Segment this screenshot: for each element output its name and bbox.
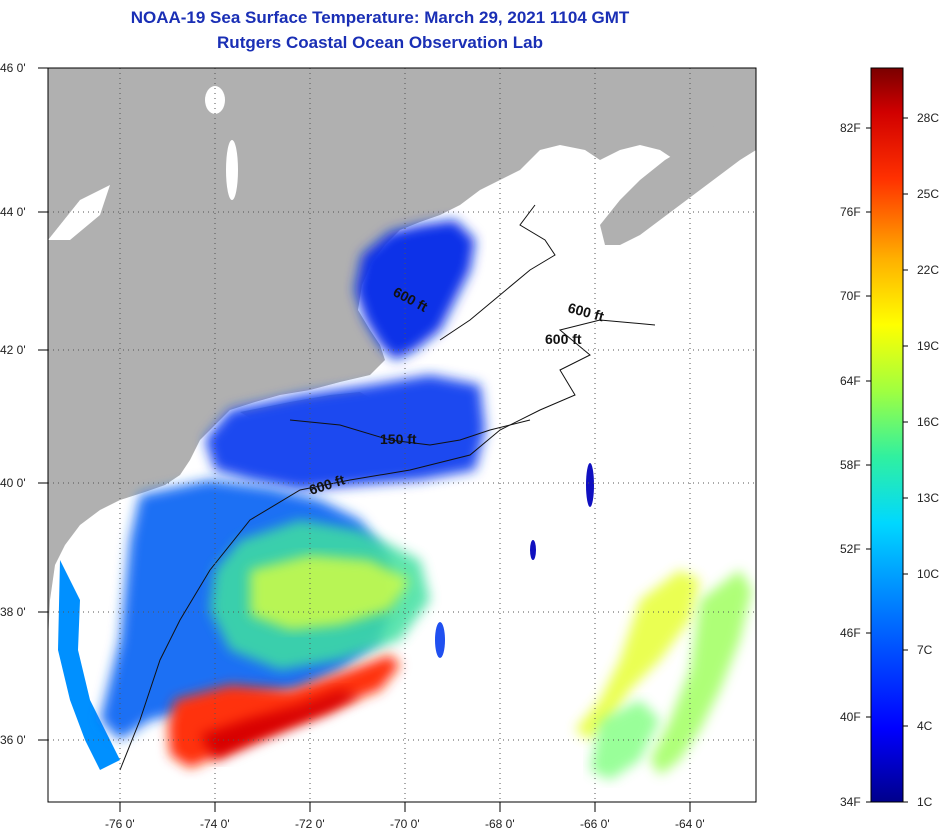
lake-champlain (226, 140, 238, 200)
sst-offshore-east-2 (650, 570, 752, 775)
colorbar-label-c: 7C (917, 643, 933, 657)
colorbar-label-c: 28C (917, 111, 939, 125)
isobath-contour-2 (439, 204, 556, 341)
map-title: NOAA-19 Sea Surface Temperature: March 2… (130, 8, 630, 27)
sst-speck (530, 540, 536, 560)
colorbar-label-c: 13C (917, 491, 939, 505)
lon-label: -72 0' (295, 817, 325, 831)
sst-speck (435, 622, 445, 658)
colorbar-label-f: 40F (840, 710, 861, 724)
lat-label: 40 0' (0, 476, 26, 490)
colorbar-label-c: 25C (917, 187, 939, 201)
contour-label: 150 ft (380, 431, 417, 447)
isobath-contour (119, 319, 656, 771)
land-nova-scotia (600, 105, 756, 245)
lat-label: 38 0' (0, 605, 26, 619)
colorbar-label-c: 16C (917, 415, 939, 429)
map-subtitle: Rutgers Coastal Ocean Observation Lab (217, 33, 543, 52)
tick-marks (38, 67, 691, 812)
colorbar-label-c: 19C (917, 339, 939, 353)
colorbar-label-f: 64F (840, 374, 861, 388)
sst-offshore-se (590, 700, 660, 780)
lat-label: 46 0' (0, 61, 26, 75)
lon-label: -74 0' (200, 817, 230, 831)
colorbar-ticks (866, 117, 908, 803)
isobath-contour-3 (289, 419, 531, 446)
lon-label: -76 0' (105, 817, 135, 831)
sst-gulf-stream-core (200, 690, 360, 760)
lat-label: 44 0' (0, 205, 26, 219)
map-border (47, 67, 757, 803)
land-mainland (48, 68, 756, 802)
lat-label: 36 0' (0, 733, 26, 747)
lake (205, 86, 225, 114)
colorbar-label-c: 1C (917, 795, 933, 809)
contour-label: 600 ft (545, 331, 582, 347)
colorbar-label-c: 10C (917, 567, 939, 581)
colorbar-label-f: 58F (840, 458, 861, 472)
lon-label: -70 0' (390, 817, 420, 831)
colorbar-label-f: 76F (840, 205, 861, 219)
sst-gulf-of-maine (355, 220, 475, 360)
lon-label: -66 0' (580, 817, 610, 831)
colorbar-label-f: 34F (840, 795, 861, 809)
colorbar-label-f: 82F (840, 121, 861, 135)
sst-speck (586, 463, 594, 507)
colorbar-label-f: 70F (840, 289, 861, 303)
sst-yellow-band (250, 555, 410, 630)
lon-label: -64 0' (675, 817, 705, 831)
colorbar-label-c: 4C (917, 719, 933, 733)
colorbar-label-c: 22C (917, 263, 939, 277)
colorbar-label-f: 52F (840, 542, 861, 556)
lon-label: -68 0' (485, 817, 515, 831)
colorbar-label-f: 46F (840, 626, 861, 640)
colorbar (870, 67, 904, 803)
graticule (48, 68, 756, 802)
lat-label: 42 0' (0, 343, 26, 357)
sst-shelf-north (205, 375, 485, 490)
